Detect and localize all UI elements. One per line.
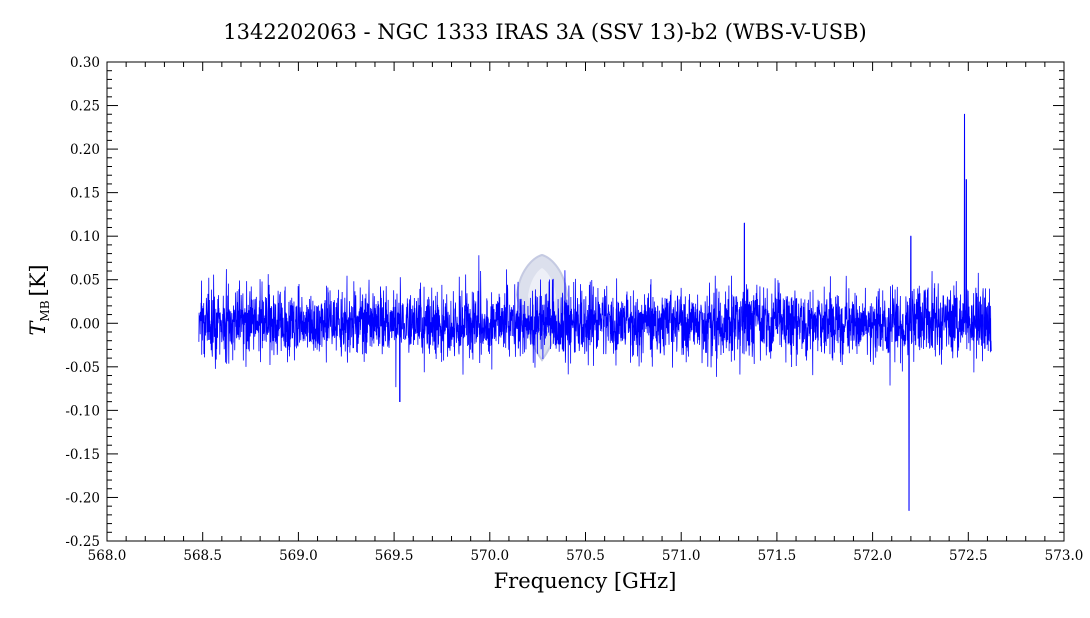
x-axis-ticks: 568.0 568.5 569.0 569.5 570.0 570.5 571.0 571.5… (88, 62, 1084, 564)
y-tick-label: 0.05 (70, 273, 100, 289)
y-axis-label: TMB [K] (26, 264, 52, 335)
y-axis-label-symbol: T (26, 320, 50, 336)
x-tick-label: 569.5 (375, 548, 414, 564)
y-tick-label: -0.25 (65, 534, 100, 550)
x-tick-label: 571.5 (758, 548, 797, 564)
y-tick-label: 0.15 (70, 186, 100, 202)
x-axis-label: Frequency [GHz] (494, 569, 677, 593)
y-tick-label: -0.20 (65, 490, 100, 506)
y-axis-label-unit: [K] (26, 264, 50, 296)
y-tick-label: 0.20 (70, 142, 100, 158)
y-axis-ticks: -0.25 -0.20 -0.15 -0.10 -0.05 0.00 0.05 0.10 0.1… (65, 55, 1064, 550)
x-tick-label: 571.0 (662, 548, 701, 564)
y-tick-label: -0.15 (65, 447, 100, 463)
x-tick-label: 573.0 (1045, 548, 1084, 564)
chart-title: 1342202063 - NGC 1333 IRAS 3A (SSV 13)-b… (223, 20, 867, 44)
x-tick-label: 570.5 (566, 548, 605, 564)
y-tick-label: 0.30 (70, 55, 100, 71)
spectrum-line (198, 113, 992, 511)
y-tick-label: -0.05 (65, 360, 100, 376)
y-tick-label: 0.25 (70, 99, 100, 115)
y-axis-label-subscript: MB (38, 300, 52, 321)
spectrum-series (198, 113, 992, 511)
y-tick-label: 0.10 (70, 229, 100, 245)
x-tick-label: 570.0 (470, 548, 509, 564)
x-tick-label: 572.0 (853, 548, 892, 564)
svg-text:TMB[K]: TMB [K] (26, 264, 52, 335)
x-tick-label: 572.5 (949, 548, 988, 564)
x-tick-label: 568.5 (183, 548, 222, 564)
x-tick-label: 569.0 (279, 548, 318, 564)
x-tick-label: 568.0 (88, 548, 127, 564)
y-tick-label: -0.10 (65, 403, 100, 419)
y-tick-label: 0.00 (70, 316, 100, 332)
